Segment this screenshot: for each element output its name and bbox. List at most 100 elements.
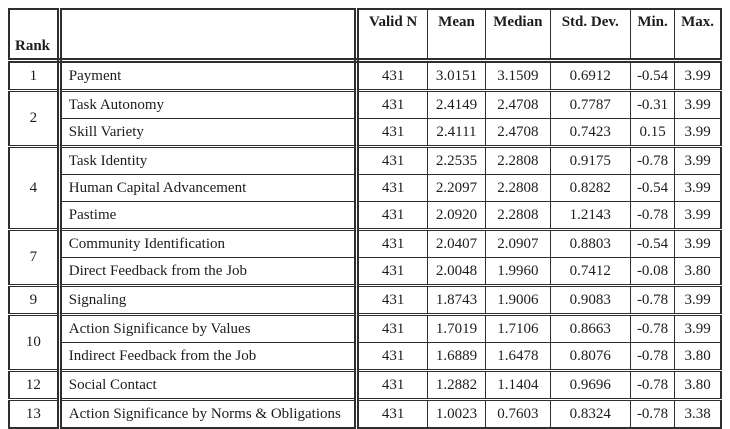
table-row: 10 Action Significance by Values 431 1.7… xyxy=(8,313,722,371)
factor-name-cell: Indirect Feedback from the Job xyxy=(58,342,360,371)
table-row: 4 Task Identity 431 2.2535 2.2808 0.9175… xyxy=(8,145,722,230)
valid-n-cell: 431 xyxy=(356,89,428,119)
mean-cell: 1.8743 xyxy=(426,284,487,315)
factor-name-cell: Human Capital Advancement xyxy=(58,174,360,202)
std-dev-cell: 0.7412 xyxy=(549,257,631,286)
min-cell: -0.78 xyxy=(629,342,676,371)
min-cell: -0.31 xyxy=(629,89,676,119)
table-row: Direct Feedback from the Job 431 2.0048 … xyxy=(9,257,722,286)
median-cell: 2.4708 xyxy=(485,89,551,119)
valid-n-cell: 431 xyxy=(356,118,428,147)
median-cell: 3.1509 xyxy=(485,59,551,91)
column-header-mean: Mean xyxy=(426,8,487,63)
mean-cell: 2.2535 xyxy=(426,145,487,175)
std-dev-cell: 0.9083 xyxy=(549,284,631,315)
table-row: Skill Variety 431 2.4111 2.4708 0.7423 0… xyxy=(9,118,722,147)
column-header-max: Max. xyxy=(674,8,722,63)
std-dev-cell: 0.6912 xyxy=(549,59,631,91)
table-row: 12 Social Contact 431 1.2882 1.1404 0.96… xyxy=(8,369,722,400)
min-cell: 0.15 xyxy=(629,118,676,147)
table-row: 1 Payment 431 3.0151 3.1509 0.6912 -0.54… xyxy=(8,59,722,91)
max-cell: 3.99 xyxy=(674,313,722,343)
max-cell: 3.99 xyxy=(674,174,722,202)
valid-n-cell: 431 xyxy=(356,257,428,286)
min-cell: -0.78 xyxy=(629,398,676,429)
std-dev-cell: 0.8282 xyxy=(549,174,631,202)
valid-n-cell: 431 xyxy=(356,369,428,400)
column-header-rank: Rank xyxy=(8,8,62,63)
rank-cell: 10 xyxy=(8,313,62,371)
rank-cell: 13 xyxy=(8,398,62,429)
max-cell: 3.99 xyxy=(674,145,722,175)
mean-cell: 2.0048 xyxy=(426,257,487,286)
mean-cell: 1.6889 xyxy=(426,342,487,371)
page: Rank Valid N Mean Median Std. Dev. Min. … xyxy=(8,8,722,429)
max-cell: 3.99 xyxy=(674,118,722,147)
factor-name-cell: Skill Variety xyxy=(58,118,360,147)
max-cell: 3.99 xyxy=(674,201,722,230)
mean-cell: 1.2882 xyxy=(426,369,487,400)
table-row: Indirect Feedback from the Job 431 1.688… xyxy=(9,342,722,371)
valid-n-cell: 431 xyxy=(356,284,428,315)
median-cell: 2.4708 xyxy=(485,118,551,147)
valid-n-cell: 431 xyxy=(356,228,428,258)
rank-cell: 7 xyxy=(8,228,62,286)
header-row: Rank Valid N Mean Median Std. Dev. Min. … xyxy=(8,8,722,63)
rank-cell: 9 xyxy=(8,284,62,315)
median-cell: 1.7106 xyxy=(485,313,551,343)
min-cell: -0.78 xyxy=(629,284,676,315)
median-cell: 2.0907 xyxy=(485,228,551,258)
factor-name-cell: Action Significance by Norms & Obligatio… xyxy=(58,398,360,429)
median-cell: 1.9006 xyxy=(485,284,551,315)
valid-n-cell: 431 xyxy=(356,313,428,343)
factor-name-cell: Social Contact xyxy=(58,369,360,400)
valid-n-cell: 431 xyxy=(356,145,428,175)
valid-n-cell: 431 xyxy=(356,342,428,371)
max-cell: 3.80 xyxy=(674,257,722,286)
std-dev-cell: 1.2143 xyxy=(549,201,631,230)
factor-name-cell: Action Significance by Values xyxy=(58,313,360,343)
std-dev-cell: 0.9175 xyxy=(549,145,631,175)
table-row: Pastime 431 2.0920 2.2808 1.2143 -0.78 3… xyxy=(9,201,722,230)
factor-name-cell: Community Identification xyxy=(58,228,360,258)
median-cell: 0.7603 xyxy=(485,398,551,429)
std-dev-cell: 0.7787 xyxy=(549,89,631,119)
valid-n-cell: 431 xyxy=(356,174,428,202)
min-cell: -0.54 xyxy=(629,59,676,91)
std-dev-cell: 0.7423 xyxy=(549,118,631,147)
factor-name-cell: Direct Feedback from the Job xyxy=(58,257,360,286)
max-cell: 3.99 xyxy=(674,59,722,91)
max-cell: 3.38 xyxy=(674,398,722,429)
rank-cell: 12 xyxy=(8,369,62,400)
min-cell: -0.08 xyxy=(629,257,676,286)
max-cell: 3.99 xyxy=(674,89,722,119)
column-header-std-dev: Std. Dev. xyxy=(549,8,631,63)
min-cell: -0.78 xyxy=(629,201,676,230)
valid-n-cell: 431 xyxy=(356,398,428,429)
std-dev-cell: 0.8663 xyxy=(549,313,631,343)
min-cell: -0.78 xyxy=(629,145,676,175)
median-cell: 1.9960 xyxy=(485,257,551,286)
column-header-valid-n: Valid N xyxy=(356,8,428,63)
factor-name-cell: Pastime xyxy=(58,201,360,230)
mean-cell: 2.0920 xyxy=(426,201,487,230)
median-cell: 1.6478 xyxy=(485,342,551,371)
max-cell: 3.80 xyxy=(674,369,722,400)
rank-cell: 4 xyxy=(8,145,62,230)
column-header-median: Median xyxy=(485,8,551,63)
std-dev-cell: 0.8324 xyxy=(549,398,631,429)
descriptive-statistics-table: Rank Valid N Mean Median Std. Dev. Min. … xyxy=(8,8,722,429)
valid-n-cell: 431 xyxy=(356,59,428,91)
median-cell: 1.1404 xyxy=(485,369,551,400)
std-dev-cell: 0.8803 xyxy=(549,228,631,258)
std-dev-cell: 0.8076 xyxy=(549,342,631,371)
max-cell: 3.80 xyxy=(674,342,722,371)
table-row: Human Capital Advancement 431 2.2097 2.2… xyxy=(9,174,722,202)
median-cell: 2.2808 xyxy=(485,201,551,230)
min-cell: -0.54 xyxy=(629,228,676,258)
table-row: 2 Task Autonomy 431 2.4149 2.4708 0.7787… xyxy=(8,89,722,147)
max-cell: 3.99 xyxy=(674,228,722,258)
std-dev-cell: 0.9696 xyxy=(549,369,631,400)
mean-cell: 2.2097 xyxy=(426,174,487,202)
mean-cell: 2.0407 xyxy=(426,228,487,258)
